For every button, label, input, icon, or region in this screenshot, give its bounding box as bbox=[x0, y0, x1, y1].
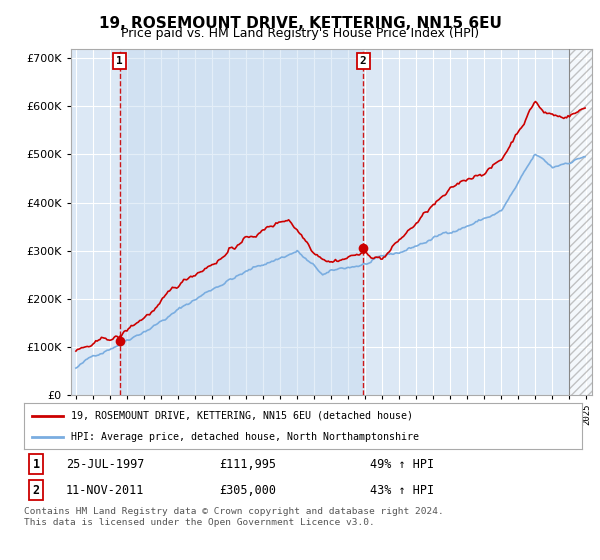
Text: 1: 1 bbox=[116, 56, 123, 66]
Bar bbox=[120, 49, 363, 395]
Text: 49% ↑ HPI: 49% ↑ HPI bbox=[370, 458, 434, 471]
Text: 19, ROSEMOUNT DRIVE, KETTERING, NN15 6EU (detached house): 19, ROSEMOUNT DRIVE, KETTERING, NN15 6EU… bbox=[71, 410, 413, 421]
Text: 2: 2 bbox=[360, 56, 367, 66]
Text: 43% ↑ HPI: 43% ↑ HPI bbox=[370, 483, 434, 497]
Text: £305,000: £305,000 bbox=[220, 483, 276, 497]
Text: 1: 1 bbox=[33, 458, 40, 471]
Text: £111,995: £111,995 bbox=[220, 458, 276, 471]
Text: 2: 2 bbox=[33, 483, 40, 497]
Text: 25-JUL-1997: 25-JUL-1997 bbox=[66, 458, 144, 471]
Text: HPI: Average price, detached house, North Northamptonshire: HPI: Average price, detached house, Nort… bbox=[71, 432, 419, 442]
Text: Contains HM Land Registry data © Crown copyright and database right 2024.
This d: Contains HM Land Registry data © Crown c… bbox=[24, 507, 444, 527]
Text: 19, ROSEMOUNT DRIVE, KETTERING, NN15 6EU: 19, ROSEMOUNT DRIVE, KETTERING, NN15 6EU bbox=[98, 16, 502, 31]
Text: Price paid vs. HM Land Registry's House Price Index (HPI): Price paid vs. HM Land Registry's House … bbox=[121, 27, 479, 40]
Text: 11-NOV-2011: 11-NOV-2011 bbox=[66, 483, 144, 497]
